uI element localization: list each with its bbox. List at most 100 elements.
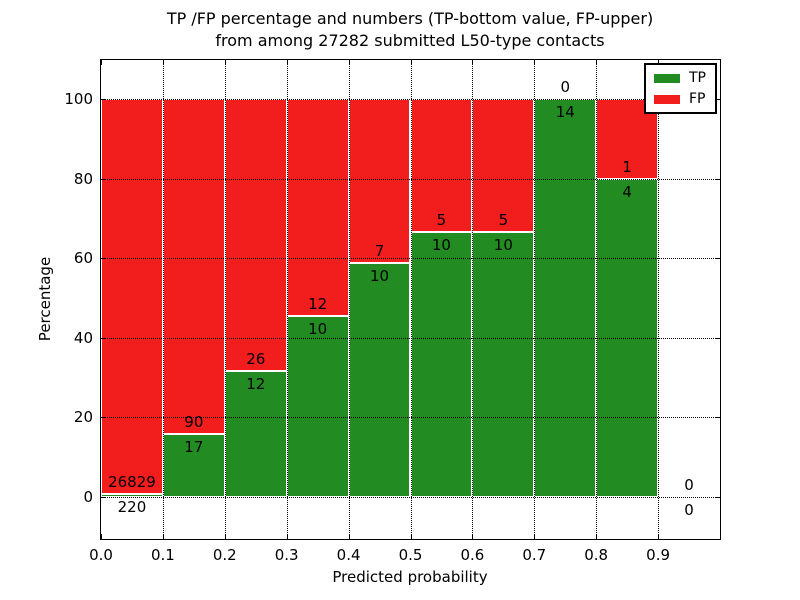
legend-entry-tp: TP	[654, 71, 706, 85]
x-tick-mark	[658, 60, 660, 65]
x-tick-mark	[348, 534, 350, 539]
gridline-vertical	[534, 60, 536, 539]
x-tick-mark	[224, 60, 226, 65]
chart-title-line1: TP /FP percentage and numbers (TP-bottom…	[166, 9, 654, 28]
x-tick-mark	[286, 534, 288, 539]
legend-label-tp: TP	[689, 70, 706, 86]
bar-fp-segment	[162, 99, 225, 434]
x-tick-label: 0.3	[274, 546, 299, 564]
x-tick-mark	[410, 60, 412, 65]
x-tick-mark	[162, 534, 164, 539]
fp-count-label: 0	[560, 78, 571, 96]
gridline-vertical	[410, 60, 412, 539]
x-tick-mark	[534, 534, 536, 539]
gridline-vertical	[658, 60, 660, 539]
bar-tp-segment	[410, 231, 473, 497]
x-tick-mark	[286, 60, 288, 65]
fp-count-label: 12	[308, 295, 328, 314]
y-tick-mark	[715, 497, 720, 498]
x-tick-mark	[472, 534, 474, 539]
chart-title-line2: from among 27282 submitted L50-type cont…	[215, 31, 605, 50]
y-tick-label: 60	[73, 249, 93, 268]
bar-tp-segment	[101, 493, 163, 497]
gridline-vertical	[286, 60, 288, 539]
y-tick-mark	[715, 99, 720, 100]
y-tick-mark	[101, 497, 106, 498]
bar-tp-segment	[286, 316, 349, 497]
bar-fp-segment	[348, 99, 411, 263]
y-tick-mark	[101, 417, 106, 419]
tp-count-label: 10	[308, 320, 328, 339]
bar-tp-segment	[596, 178, 659, 497]
tp-count-label: 12	[246, 375, 266, 394]
tp-count-label: 0	[684, 501, 694, 519]
x-tick-label: 0.9	[646, 546, 671, 564]
fp-count-label: 7	[374, 241, 385, 260]
gridline-vertical	[224, 60, 226, 539]
chart-title: TP /FP percentage and numbers (TP-bottom…	[100, 8, 720, 52]
x-tick-label: 0.0	[89, 546, 113, 564]
y-tick-mark	[715, 417, 720, 419]
x-tick-mark	[658, 534, 660, 539]
y-tick-label: 80	[73, 169, 93, 188]
x-tick-mark	[534, 60, 536, 65]
fp-count-label: 5	[498, 210, 509, 229]
x-tick-label: 0.2	[212, 546, 237, 564]
y-tick-label: 40	[73, 328, 93, 347]
y-tick-label: 20	[73, 408, 93, 427]
gridline-vertical	[596, 60, 598, 539]
bar-tp-segment	[472, 231, 535, 497]
bar-tp-segment	[534, 99, 597, 497]
bar-fp-segment	[286, 99, 349, 317]
y-tick-mark	[101, 258, 106, 260]
x-tick-mark	[410, 534, 412, 539]
y-tick-mark	[101, 178, 106, 180]
y-tick-label: 100	[64, 90, 93, 108]
bar-fp-segment	[101, 99, 163, 494]
tp-count-label: 220	[117, 497, 147, 516]
gridline-vertical	[348, 60, 350, 539]
x-tick-label: 0.4	[336, 546, 361, 564]
tp-count-label: 10	[431, 235, 451, 254]
x-tick-mark	[101, 60, 102, 65]
fp-count-label: 26	[246, 350, 266, 369]
fp-count-label: 1	[622, 157, 632, 176]
fp-count-label: 90	[184, 412, 204, 431]
bar-tp-segment	[348, 262, 411, 497]
tp-count-label: 10	[369, 266, 390, 285]
tp-count-label: 4	[622, 182, 632, 201]
y-tick-mark	[101, 337, 106, 339]
y-tick-label: 0	[83, 488, 93, 506]
x-tick-label: 0.1	[150, 546, 175, 564]
ticks-layer	[101, 60, 720, 539]
grid-layer	[101, 60, 720, 539]
legend-label-fp: FP	[689, 91, 706, 107]
tp-count-label: 10	[493, 235, 513, 254]
x-tick-mark	[101, 534, 102, 539]
plot-area: 26829 220 90 17 26 12 12 10 7 10 5 10 5 10 0 14 1 4 0 0 TP F…	[100, 59, 721, 540]
legend-swatch-fp	[654, 94, 680, 104]
legend-entry-fp: FP	[654, 92, 706, 106]
y-tick-mark	[715, 258, 720, 260]
bar-fp-segment	[224, 99, 287, 372]
annotations-layer: 26829 220 90 17 26 12 12 10 7 10 5 10 5 10 0 14 1 4 0 0	[101, 60, 720, 539]
x-tick-mark	[348, 60, 350, 65]
bar-tp-segment	[162, 433, 225, 497]
x-tick-label: 0.8	[584, 546, 609, 564]
legend: TP FP	[644, 63, 717, 114]
x-tick-mark	[596, 60, 598, 65]
bars-layer	[101, 60, 720, 539]
x-tick-mark	[472, 60, 474, 65]
gridline-vertical	[162, 60, 164, 539]
x-tick-label: 0.7	[522, 546, 547, 564]
x-tick-label: 0.6	[460, 546, 485, 564]
y-tick-mark	[715, 178, 720, 180]
y-tick-mark	[715, 337, 720, 339]
x-tick-mark	[596, 534, 598, 539]
legend-swatch-tp	[654, 73, 680, 83]
gridline-vertical	[472, 60, 474, 539]
tp-count-label: 17	[184, 437, 204, 456]
x-tick-mark	[224, 534, 226, 539]
x-tick-mark	[162, 60, 164, 65]
